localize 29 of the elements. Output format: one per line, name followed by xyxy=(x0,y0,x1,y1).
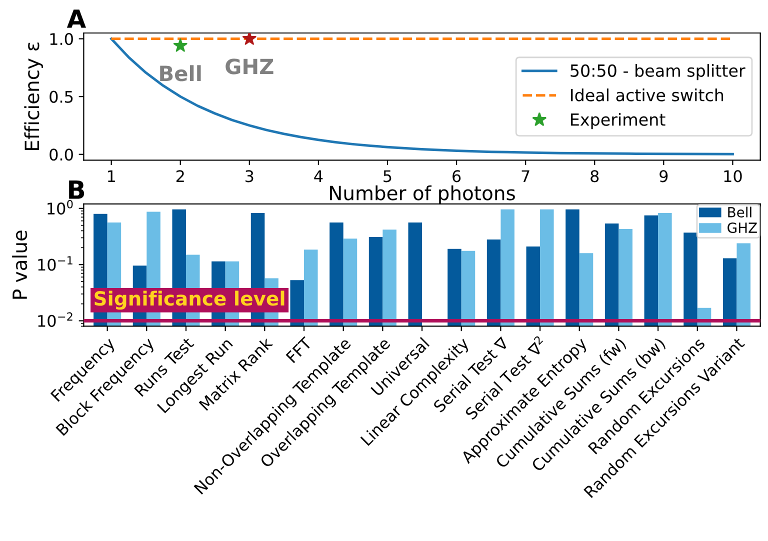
x-tick-label: 7 xyxy=(522,170,530,182)
x-tick-label: 9 xyxy=(660,170,668,182)
y-tick-label: 10$^{−1}$ xyxy=(38,256,72,271)
annotation: Bell xyxy=(160,65,201,82)
x-tick-label: 8 xyxy=(590,170,599,182)
y-tick-label: 10$^{0}$ xyxy=(48,200,73,215)
x-tick-label: 4 xyxy=(314,170,323,182)
y-tick-label: 0.5 xyxy=(50,90,73,103)
x-axis-title: Number of photons xyxy=(330,185,515,204)
y-tick-label: 0.0 xyxy=(50,148,73,161)
x-tick-label: 10 xyxy=(724,170,742,182)
annotation: GHZ xyxy=(226,58,274,74)
legend-label: Experiment xyxy=(571,112,666,130)
x-tick-label: 1 xyxy=(108,170,115,182)
legend-label: Ideal active switch xyxy=(571,88,724,102)
x-tick-label: 3 xyxy=(246,170,254,182)
legend-label: Bell xyxy=(728,206,752,218)
chart-title: A xyxy=(66,10,86,28)
legend-label: 50:50 - beam splitter xyxy=(570,64,746,80)
y-tick-label: 10$^{−2}$ xyxy=(38,312,72,327)
chart-title: B xyxy=(69,180,84,199)
y-axis-title: Efficiency ε xyxy=(24,42,44,150)
x-tick-label: 2 xyxy=(176,170,184,182)
y-axis-title: P value xyxy=(12,230,28,299)
x-tick-label: 5 xyxy=(384,170,392,182)
ref-line-label: Significance level xyxy=(94,290,284,310)
y-tick-label: 1.0 xyxy=(50,32,73,46)
legend-label: GHZ xyxy=(728,222,757,234)
x-tick-label: 6 xyxy=(452,170,461,182)
